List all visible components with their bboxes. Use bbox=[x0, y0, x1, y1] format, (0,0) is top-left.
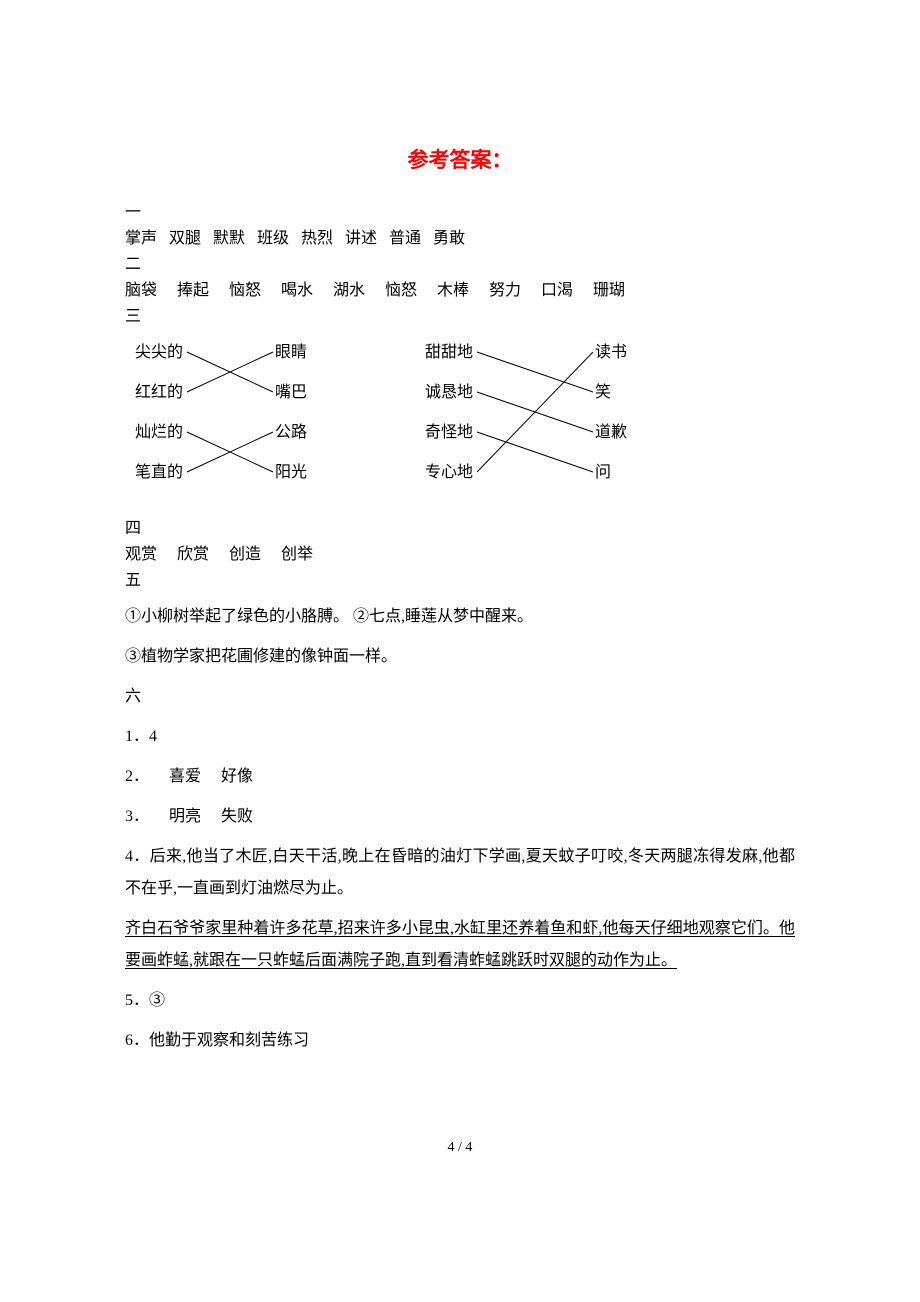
q6-5: 5．③ bbox=[125, 985, 795, 1017]
left-a-1: 红红的 bbox=[135, 383, 183, 401]
section-4-answers: 观赏 欣赏 创造 创举 bbox=[125, 543, 795, 567]
section-5-line-2: ③植物学家把花圃修建的像钟面一样。 bbox=[125, 641, 795, 673]
q6-1: 1．4 bbox=[125, 721, 795, 753]
left-b-0: 眼睛 bbox=[275, 343, 307, 361]
left-b-1: 嘴巴 bbox=[275, 383, 307, 401]
section-2-heading: 二 bbox=[125, 253, 795, 277]
right-b-1: 笑 bbox=[595, 383, 611, 401]
q6-4a: 4．后来,他当了木匠,白天干活,晚上在昏暗的油灯下学画,夏天蚊子叮咬,冬天两腿冻… bbox=[125, 841, 795, 905]
right-a-0: 甜甜地 bbox=[425, 343, 473, 361]
left-b-2: 公路 bbox=[275, 423, 307, 441]
right-b-2: 道歉 bbox=[595, 423, 627, 441]
q6-3: 3． 明亮 失败 bbox=[125, 801, 795, 833]
right-a-3: 专心地 bbox=[425, 463, 473, 481]
right-b-3: 问 bbox=[595, 463, 611, 481]
section-1-answers: 掌声 双腿 默默 班级 热烈 讲述 普通 勇敢 bbox=[125, 227, 795, 251]
left-a-0: 尖尖的 bbox=[135, 343, 183, 361]
section-5-line-1: ①小柳树举起了绿色的小胳膊。 ②七点,睡莲从梦中醒来。 bbox=[125, 601, 795, 633]
right-a-1: 诚恳地 bbox=[425, 383, 473, 401]
section-3-heading: 三 bbox=[125, 305, 795, 329]
q6-6: 6．他勤于观察和刻苦练习 bbox=[125, 1025, 795, 1057]
section-5-heading: 五 bbox=[125, 569, 795, 593]
left-b-3: 阳光 bbox=[275, 463, 307, 481]
match-line bbox=[477, 432, 593, 472]
answer-key-title: 参考答案： bbox=[125, 145, 795, 177]
left-a-2: 灿烂的 bbox=[135, 423, 183, 441]
matching-svg: 尖尖的 红红的 灿烂的 笔直的 眼睛 嘴巴 公路 阳光 甜甜地 诚恳地 奇怪地 … bbox=[125, 337, 695, 497]
left-a-3: 笔直的 bbox=[135, 463, 183, 481]
match-line bbox=[477, 352, 593, 392]
right-a-2: 奇怪地 bbox=[425, 423, 473, 441]
section-2-answers: 脑袋 捧起 恼怒 喝水 湖水 恼怒 木棒 努力 口渴 珊瑚 bbox=[125, 279, 795, 303]
section-1-heading: 一 bbox=[125, 201, 795, 225]
match-line bbox=[477, 352, 593, 472]
q6-2: 2． 喜爱 好像 bbox=[125, 761, 795, 793]
q6-4b: 齐白石爷爷家里种着许多花草,招来许多小昆虫,水缸里还养着鱼和虾,他每天仔细地观察… bbox=[125, 913, 795, 977]
section-4-heading: 四 bbox=[125, 517, 795, 541]
page-number: 4 / 4 bbox=[125, 1137, 795, 1158]
right-b-0: 读书 bbox=[595, 343, 627, 361]
section-6-heading: 六 bbox=[125, 681, 795, 713]
matching-diagram: 尖尖的 红红的 灿烂的 笔直的 眼睛 嘴巴 公路 阳光 甜甜地 诚恳地 奇怪地 … bbox=[125, 337, 795, 505]
